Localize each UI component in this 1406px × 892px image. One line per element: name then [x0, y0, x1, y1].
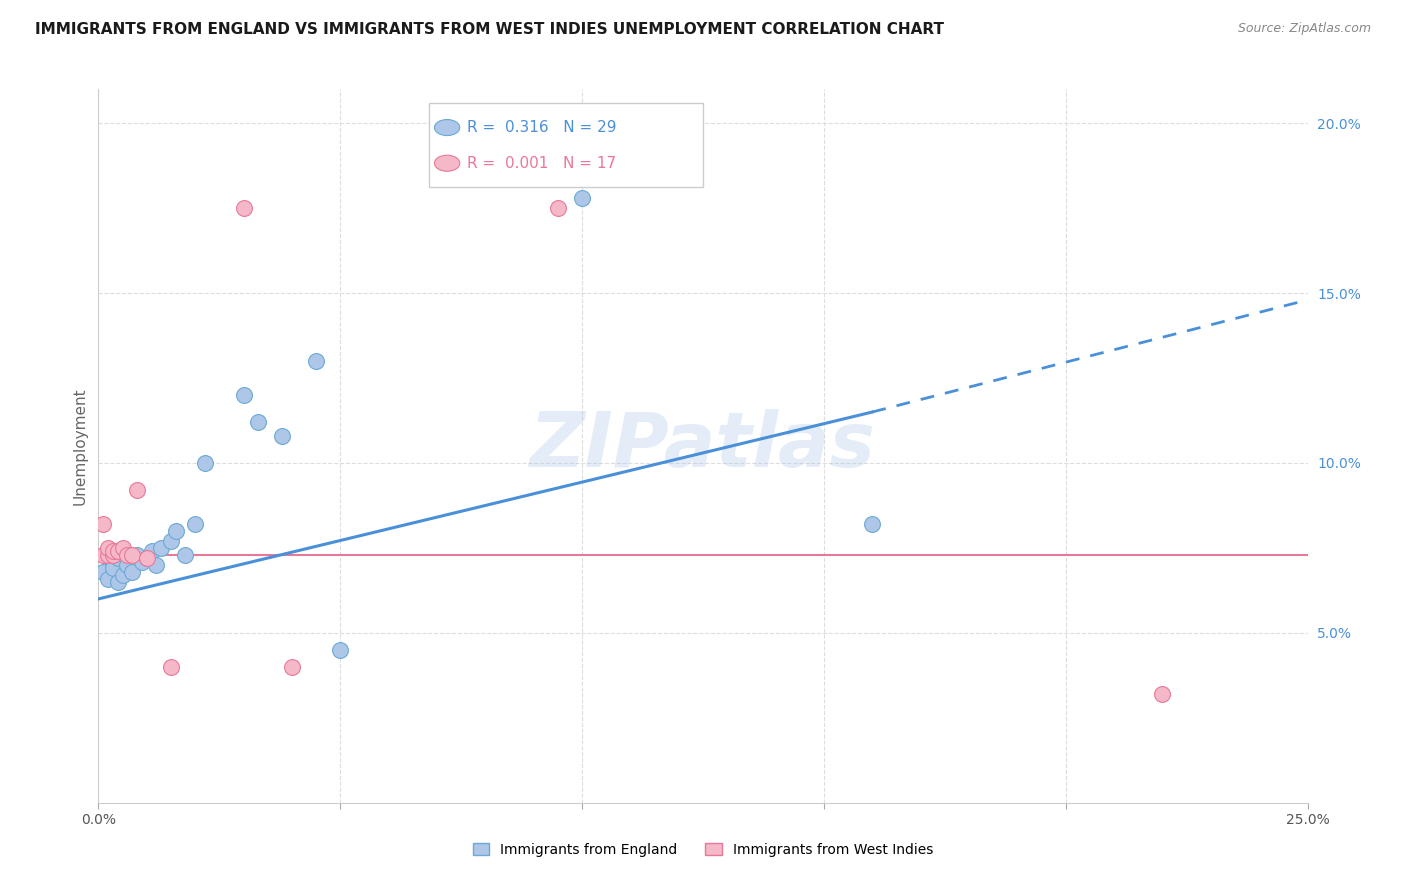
- Text: R =  0.316   N = 29: R = 0.316 N = 29: [467, 120, 616, 135]
- Immigrants from West Indies: [121, 548, 143, 562]
- Immigrants from England: [860, 517, 883, 532]
- Immigrants from England: [184, 517, 207, 532]
- Immigrants from England: [305, 354, 328, 368]
- Immigrants from England: [165, 524, 187, 538]
- Immigrants from England: [329, 643, 352, 657]
- Immigrants from England: [232, 388, 254, 402]
- Immigrants from West Indies: [547, 201, 569, 215]
- Immigrants from England: [131, 555, 153, 569]
- Immigrants from England: [127, 548, 149, 562]
- Legend: Immigrants from England, Immigrants from West Indies: Immigrants from England, Immigrants from…: [472, 843, 934, 856]
- Immigrants from England: [97, 548, 120, 562]
- Immigrants from England: [117, 558, 139, 572]
- Immigrants from England: [174, 548, 197, 562]
- Immigrants from England: [141, 544, 163, 558]
- Text: ZIPatlas: ZIPatlas: [530, 409, 876, 483]
- Immigrants from West Indies: [107, 544, 129, 558]
- Immigrants from West Indies: [160, 660, 183, 674]
- Immigrants from England: [107, 574, 129, 589]
- Immigrants from West Indies: [97, 541, 120, 555]
- Immigrants from West Indies: [91, 517, 114, 532]
- Immigrants from England: [101, 561, 124, 575]
- Text: IMMIGRANTS FROM ENGLAND VS IMMIGRANTS FROM WEST INDIES UNEMPLOYMENT CORRELATION : IMMIGRANTS FROM ENGLAND VS IMMIGRANTS FR…: [35, 22, 945, 37]
- Immigrants from England: [247, 415, 270, 429]
- Immigrants from West Indies: [135, 551, 157, 566]
- Immigrants from England: [194, 456, 217, 470]
- Immigrants from England: [107, 551, 129, 566]
- Immigrants from West Indies: [127, 483, 149, 498]
- Immigrants from England: [91, 565, 114, 579]
- Text: Source: ZipAtlas.com: Source: ZipAtlas.com: [1237, 22, 1371, 36]
- Immigrants from England: [97, 572, 120, 586]
- Immigrants from England: [160, 534, 183, 549]
- Immigrants from West Indies: [281, 660, 304, 674]
- Immigrants from England: [145, 558, 167, 572]
- Immigrants from West Indies: [101, 548, 124, 562]
- Immigrants from England: [121, 565, 143, 579]
- Immigrants from West Indies: [1152, 687, 1174, 701]
- Y-axis label: Unemployment: Unemployment: [72, 387, 87, 505]
- Text: R =  0.001   N = 17: R = 0.001 N = 17: [467, 156, 616, 170]
- Immigrants from England: [111, 568, 134, 582]
- Immigrants from West Indies: [111, 541, 134, 555]
- Immigrants from England: [571, 191, 593, 205]
- Immigrants from West Indies: [232, 201, 254, 215]
- Immigrants from England: [271, 429, 294, 443]
- Immigrants from England: [111, 544, 134, 558]
- Immigrants from England: [135, 551, 157, 566]
- Immigrants from England: [101, 555, 124, 569]
- Immigrants from England: [150, 541, 173, 555]
- Immigrants from West Indies: [91, 548, 114, 562]
- Immigrants from West Indies: [97, 548, 120, 562]
- Immigrants from West Indies: [117, 548, 139, 562]
- Immigrants from West Indies: [101, 544, 124, 558]
